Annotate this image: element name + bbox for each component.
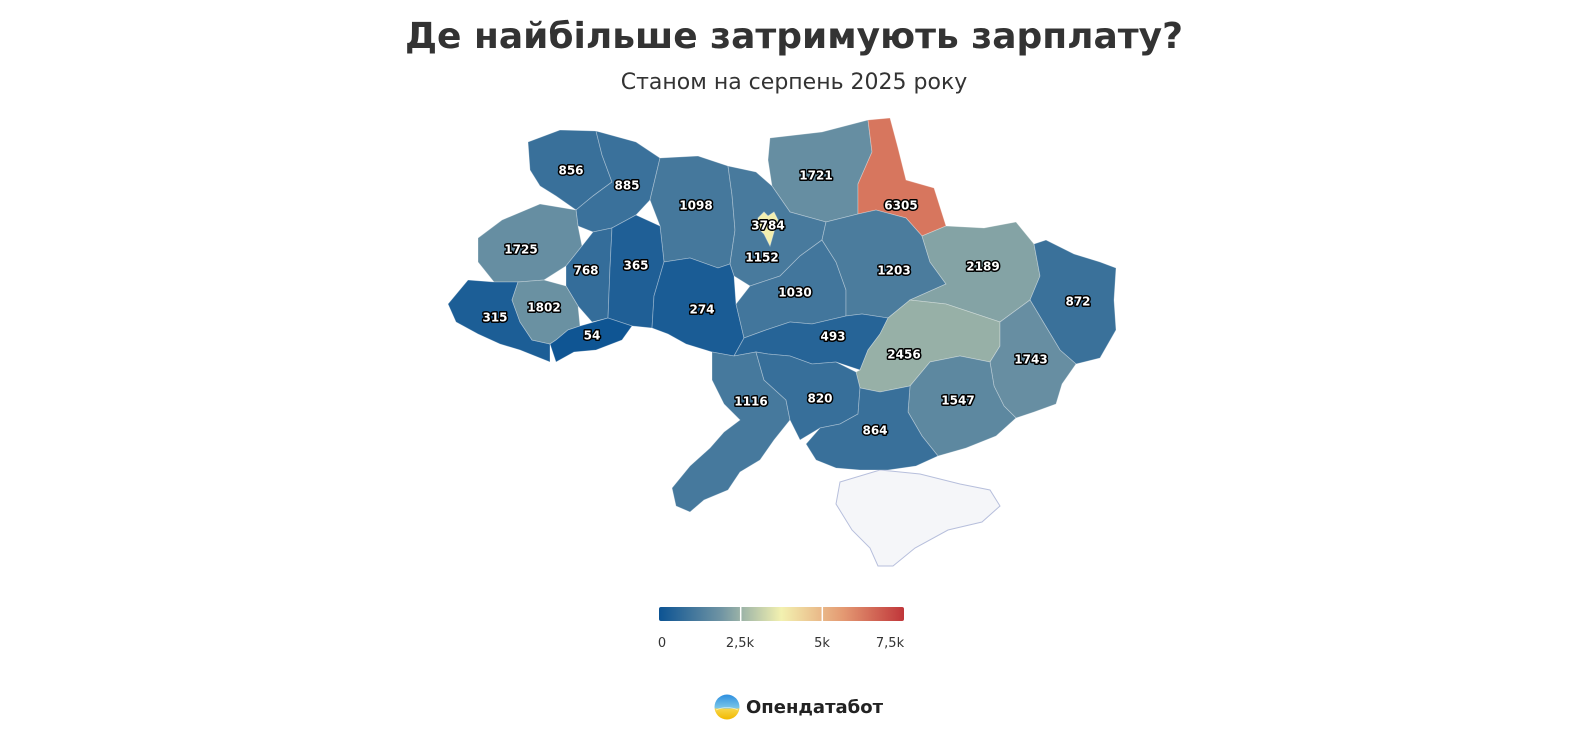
chart-subtitle: Станом на серпень 2025 року <box>620 70 968 95</box>
brand: Опендатабот <box>714 692 883 722</box>
legend-tick-label: 0 <box>658 636 666 651</box>
label-odesa: 1116 <box>734 395 767 409</box>
label-zaporizhzhia: 1547 <box>941 394 974 408</box>
label-volyn: 856 <box>558 164 583 178</box>
label-chernihiv: 1721 <box>799 169 832 183</box>
label-dnipropetrovsk: 2456 <box>887 348 920 362</box>
label-sumy: 6305 <box>884 199 917 213</box>
region-labels: 856 885 1098 1721 6305 3784 1152 1725 76… <box>481 162 1092 439</box>
label-mykolaiv: 820 <box>807 392 832 406</box>
label-poltava: 1203 <box>877 264 910 278</box>
region-crimea <box>835 469 1001 567</box>
label-cherkasy: 1030 <box>778 286 811 300</box>
opendatabot-logo-icon <box>714 694 740 720</box>
label-kyiv-oblast: 1152 <box>745 251 778 265</box>
region-kyiv-city[interactable] <box>757 211 779 248</box>
region-ternopil[interactable] <box>565 227 613 323</box>
region-odesa[interactable] <box>671 351 791 513</box>
label-chernivtsi: 54 <box>584 329 601 343</box>
legend-tick-label: 5k <box>814 636 830 651</box>
label-vinnytsia: 274 <box>689 303 714 317</box>
label-kirovohrad: 493 <box>820 330 845 344</box>
legend-tick-label: 2,5k <box>726 636 755 651</box>
label-ivano-frankivsk: 1802 <box>527 301 560 315</box>
legend-gradient-bar <box>659 607 904 621</box>
label-kyiv-city: 3784 <box>751 219 784 233</box>
label-lviv: 1725 <box>504 243 537 257</box>
color-legend: 0 2,5k 5k 7,5k <box>658 607 905 651</box>
label-kherson: 864 <box>862 424 887 438</box>
label-zhytomyr: 1098 <box>679 199 712 213</box>
label-donetsk: 1743 <box>1014 353 1047 367</box>
label-khmelnytskyi: 365 <box>623 259 648 273</box>
legend-tick-label: 7,5k <box>876 636 905 651</box>
brand-name: Опендатабот <box>746 696 884 718</box>
region-kherson[interactable] <box>805 385 939 471</box>
region-donetsk[interactable] <box>989 299 1077 419</box>
label-ternopil: 768 <box>573 264 598 278</box>
label-zakarpattia: 315 <box>482 311 507 325</box>
chart-title: Де найбільше затримують зарплату? <box>404 16 1184 57</box>
label-kharkiv: 2189 <box>966 260 999 274</box>
label-luhansk: 872 <box>1065 295 1090 309</box>
region-chernivtsi[interactable] <box>549 317 633 363</box>
label-rivne: 885 <box>614 179 639 193</box>
